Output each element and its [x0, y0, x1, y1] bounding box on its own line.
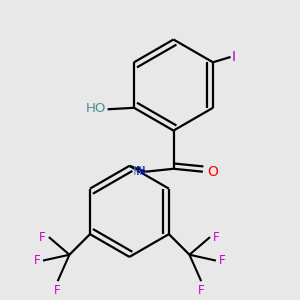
- Text: O: O: [207, 165, 218, 179]
- Text: F: F: [219, 254, 225, 267]
- Text: HO: HO: [86, 102, 106, 115]
- Text: F: F: [54, 284, 61, 297]
- Text: F: F: [213, 231, 220, 244]
- Text: H: H: [133, 165, 142, 178]
- Text: F: F: [198, 284, 205, 297]
- Text: N: N: [136, 165, 145, 178]
- Text: F: F: [33, 254, 40, 267]
- Text: F: F: [39, 231, 46, 244]
- Text: I: I: [232, 50, 236, 64]
